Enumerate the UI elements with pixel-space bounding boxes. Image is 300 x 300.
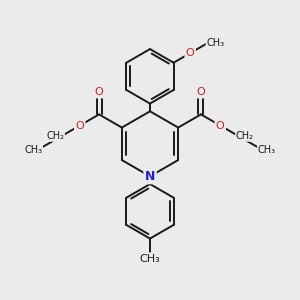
Text: O: O xyxy=(216,121,225,130)
Text: CH₃: CH₃ xyxy=(24,145,43,155)
Text: O: O xyxy=(95,87,103,97)
Text: CH₃: CH₃ xyxy=(140,254,160,264)
Text: O: O xyxy=(186,48,195,58)
Text: O: O xyxy=(196,87,205,97)
Text: O: O xyxy=(75,121,84,130)
Text: CH₂: CH₂ xyxy=(236,131,253,141)
Text: CH₂: CH₂ xyxy=(46,131,64,141)
Text: CH₃: CH₃ xyxy=(207,38,225,49)
Text: CH₃: CH₃ xyxy=(257,145,276,155)
Text: N: N xyxy=(145,170,155,183)
